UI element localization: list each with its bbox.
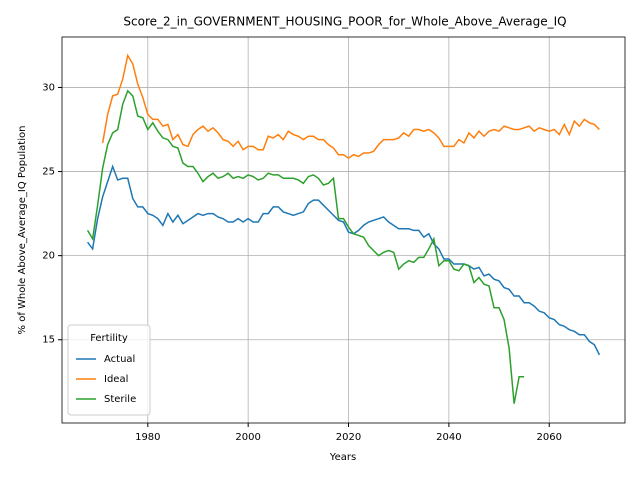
line-series: [86, 89, 525, 404]
plot-frame: [61, 36, 626, 424]
x-tick-label: 2040: [436, 432, 461, 443]
legend: Fertility Actual Ideal Sterile: [67, 324, 151, 416]
x-tick-label: 1980: [135, 432, 160, 443]
line-series: [86, 164, 601, 356]
line-series: [101, 53, 600, 160]
legend-box: [67, 324, 151, 416]
chart-title: Score_2_in_GOVERNMENT_HOUSING_POOR_for_W…: [123, 15, 566, 29]
x-tick-label: 2000: [235, 432, 260, 443]
x-tick-label: 2060: [537, 432, 562, 443]
legend-label: Sterile: [104, 394, 136, 405]
y-tick-label: 20: [42, 251, 55, 262]
y-tick-label: 15: [42, 335, 55, 346]
x-axis-label: Years: [329, 452, 356, 463]
legend-label: Ideal: [104, 374, 128, 385]
legend-title: Fertility: [90, 333, 128, 344]
y-tick-label: 30: [42, 82, 55, 93]
x-tick-label: 2020: [336, 432, 361, 443]
legend-label: Actual: [104, 354, 135, 365]
y-tick-label: 25: [42, 167, 55, 178]
y-axis-label: % of Whole Above_Average_IQ Population: [17, 126, 28, 335]
